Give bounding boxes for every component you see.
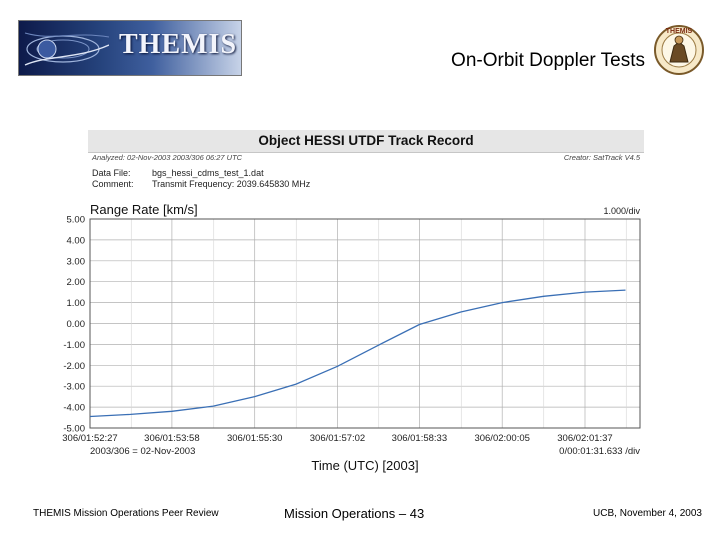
plot-frame xyxy=(89,218,641,429)
x-tick-label: 306/01:57:02 xyxy=(310,433,365,444)
data-file-label: Data File: xyxy=(92,168,131,178)
x-tick-label: 306/01:53:58 xyxy=(144,433,199,444)
y-tick-label: 4.00 xyxy=(67,235,86,246)
x-tick-label: 306/01:55:30 xyxy=(227,433,282,444)
y-tick-label: -3.00 xyxy=(63,382,85,393)
y-tick-label: -4.00 xyxy=(63,403,85,414)
chart-grid xyxy=(89,218,640,429)
footer-left: THEMIS Mission Operations Peer Review xyxy=(33,508,219,519)
analyzed-note: Analyzed: 02-Nov-2003 2003/306 06:27 UTC xyxy=(92,153,243,162)
themis-mascot-icon: THEMIS xyxy=(654,25,704,75)
x-tick-label: 306/02:01:37 xyxy=(557,433,612,444)
themis-logo: THEMIS xyxy=(18,20,242,76)
y-tick-label: 2.00 xyxy=(67,277,86,288)
panel-title: Object HESSI UTDF Track Record xyxy=(258,133,474,148)
x-tick-label: 306/01:58:33 xyxy=(392,433,447,444)
y-tick-label: 5.00 xyxy=(67,215,86,226)
data-file-value: bgs_hessi_cdms_test_1.dat xyxy=(152,168,264,178)
panel-title-bar xyxy=(88,130,644,153)
footer-center: Mission Operations – 43 xyxy=(284,506,425,521)
footer-right: UCB, November 4, 2003 xyxy=(593,508,702,519)
y-tick-label: -2.00 xyxy=(63,361,85,372)
mascot-text: THEMIS xyxy=(666,28,693,35)
x-date-note: 2003/306 = 02-Nov-2003 xyxy=(90,446,195,457)
x-tick-label: 306/02:00:05 xyxy=(474,433,529,444)
series-line-range-rate xyxy=(89,289,626,418)
comment-value: Transmit Frequency: 2039.645830 MHz xyxy=(152,179,311,189)
y-tick-label: 3.00 xyxy=(67,256,86,267)
slide-title: On-Orbit Doppler Tests xyxy=(451,50,645,71)
y-tick-label: -1.00 xyxy=(63,340,85,351)
creator-note: Creator: SatTrack V4.5 xyxy=(563,153,640,162)
x-scale-note: 0/00:01:31.633 /div xyxy=(559,446,640,457)
comment-label: Comment: xyxy=(92,179,134,189)
y-tick-label: 1.00 xyxy=(67,298,86,309)
x-axis-label: Time (UTC) [2003] xyxy=(311,458,418,473)
chart-title: Range Rate [km/s] xyxy=(90,202,198,217)
chart-panel xyxy=(88,130,644,472)
x-tick-label: 306/01:52:27 xyxy=(62,433,117,444)
y-tick-labels: 5.00 4.00 3.00 2.00 1.00 0.00 -1.00 -2.00 -3.00 -… xyxy=(63,215,85,435)
logo-wordmark: THEMIS xyxy=(119,29,238,60)
y-tick-label: 0.00 xyxy=(67,319,86,330)
y-tick-label: -5.00 xyxy=(63,424,85,435)
x-tick-labels: 306/01:52:27 306/01:53:58 306/01:55:30 306/… xyxy=(62,433,612,444)
orbit-swirl-graphic xyxy=(24,32,109,66)
y-scale-note: 1.000/div xyxy=(603,206,640,216)
